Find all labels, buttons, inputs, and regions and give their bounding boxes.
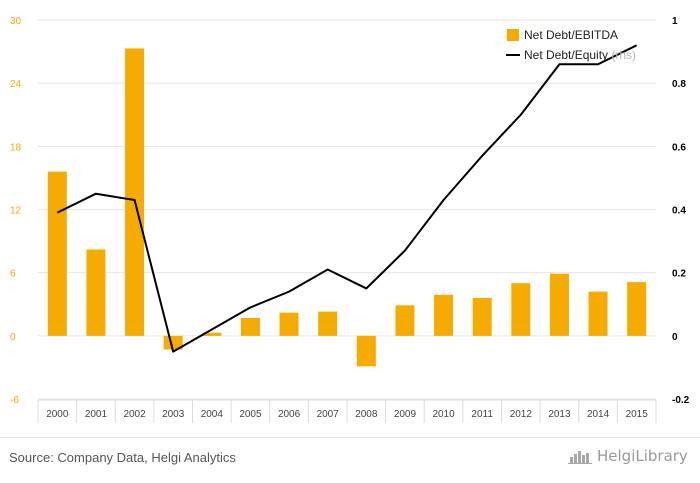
brand-name: HelgiLibrary (597, 447, 688, 465)
bar (356, 335, 376, 367)
x-tick-label: 2008 (355, 409, 378, 420)
x-tick-label: 2015 (626, 409, 649, 420)
source-note: Source: Company Data, Helgi Analytics (9, 450, 236, 465)
bar (395, 305, 415, 336)
x-tick-label: 2014 (587, 409, 610, 420)
library-icon (568, 451, 592, 464)
y-right-tick-label: 0.4 (672, 206, 686, 217)
x-tick-label: 2002 (123, 409, 146, 420)
chart: 2000 2001 2002 2003 2004 2005 2006 2007 2008 2009… (10, 16, 690, 423)
x-tick-label: 2001 (85, 409, 108, 420)
y-right-tick-label: 0.8 (672, 79, 686, 90)
x-tick-label: 2010 (432, 409, 455, 420)
y-left-tick-label: 24 (10, 79, 22, 90)
y-right-tick-label: 1 (672, 16, 678, 27)
x-tick-label: 2000 (46, 409, 69, 420)
y-axis-right: -0.2 0 0.2 0.4 0.6 0.8 1 (672, 16, 690, 406)
bar (627, 282, 647, 336)
x-tick-label: 2009 (394, 409, 417, 420)
line-series (56, 44, 638, 353)
bar-series (47, 48, 647, 367)
x-tick-label: 2007 (317, 409, 340, 420)
y-left-tick-label: 12 (10, 206, 22, 217)
bar (472, 297, 492, 336)
legend: Net Debt/EBITDA Net Debt/Equity (rhs) (506, 28, 636, 62)
legend-rhs-suffix: (rhs) (611, 48, 636, 62)
bar (202, 332, 222, 336)
bar (47, 171, 67, 336)
x-tick-label: 2005 (239, 409, 262, 420)
y-left-tick-label: 6 (10, 269, 16, 280)
x-tick-label: 2004 (201, 409, 224, 420)
x-tick-label: 2003 (162, 409, 185, 420)
y-left-tick-label: -6 (10, 395, 19, 406)
series-line (56, 44, 638, 353)
x-tick-label: 2013 (548, 409, 571, 420)
bar (434, 294, 454, 336)
footer-divider (0, 437, 700, 438)
legend-label-bar: Net Debt/EBITDA (524, 28, 618, 42)
y-right-tick-label: -0.2 (672, 395, 690, 406)
bar (86, 249, 106, 336)
y-right-tick-label: 0 (672, 332, 678, 343)
x-tick-label: 2011 (471, 409, 493, 420)
bar (318, 311, 338, 336)
bar (588, 291, 608, 336)
bar (279, 312, 299, 336)
y-left-tick-label: 30 (10, 16, 22, 27)
bar (125, 48, 145, 336)
bar (511, 283, 531, 336)
y-left-tick-label: 18 (10, 142, 22, 153)
y-left-tick-label: 0 (10, 332, 16, 343)
legend-label-line: Net Debt/Equity (rhs) (524, 48, 636, 62)
x-tick-label: 2012 (510, 409, 533, 420)
legend-swatch-bar (507, 29, 519, 41)
x-tick-label: 2006 (278, 409, 301, 420)
y-axis-left: -6 0 6 12 18 24 30 (10, 16, 22, 406)
bar (163, 335, 183, 350)
bar (549, 273, 569, 336)
y-right-tick-label: 0.6 (672, 142, 686, 153)
brand-logo: HelgiLibrary (568, 447, 688, 465)
x-axis: 2000 2001 2002 2003 2004 2005 2006 2007 2008 2009… (37, 399, 657, 423)
bar (240, 317, 260, 336)
y-right-tick-label: 0.2 (672, 269, 686, 280)
